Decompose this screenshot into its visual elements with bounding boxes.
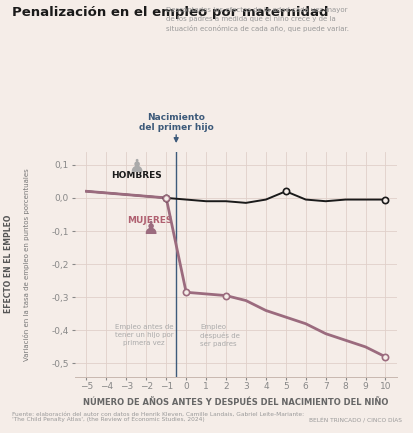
Text: Variación en la tasa de empleo en puntos porcentuales: Variación en la tasa de empleo en puntos… bbox=[23, 168, 30, 361]
Text: Empleo
después de
ser padres: Empleo después de ser padres bbox=[199, 324, 240, 347]
Text: BELÉN TRINCADO / CINCO DÍAS: BELÉN TRINCADO / CINCO DÍAS bbox=[308, 417, 401, 422]
Text: Descontados los efectos de la edad cada vez mayor
de los padres a medida que el : Descontados los efectos de la edad cada … bbox=[165, 7, 348, 32]
X-axis label: NÚMERO DE AÑOS ANTES Y DESPUÉS DEL NACIMIENTO DEL NIÑO: NÚMERO DE AÑOS ANTES Y DESPUÉS DEL NACIM… bbox=[83, 398, 388, 407]
Text: MUJERES: MUJERES bbox=[127, 216, 173, 225]
Text: Fuente: elaboración del autor con datos de Henrik Kleven, Camille Landais, Gabri: Fuente: elaboración del autor con datos … bbox=[12, 411, 304, 422]
Text: ♟: ♟ bbox=[142, 220, 158, 239]
Text: Empleo antes de
tener un hijo por
primera vez: Empleo antes de tener un hijo por primer… bbox=[115, 324, 173, 346]
Text: ♟: ♟ bbox=[128, 158, 144, 176]
Text: EFECTO EN EL EMPLEO: EFECTO EN EL EMPLEO bbox=[4, 215, 13, 313]
Text: Nacimiento
del primer hijo: Nacimiento del primer hijo bbox=[138, 113, 213, 132]
Text: Penalización en el empleo por maternidad: Penalización en el empleo por maternidad bbox=[12, 6, 328, 19]
Text: HOMBRES: HOMBRES bbox=[111, 171, 161, 180]
